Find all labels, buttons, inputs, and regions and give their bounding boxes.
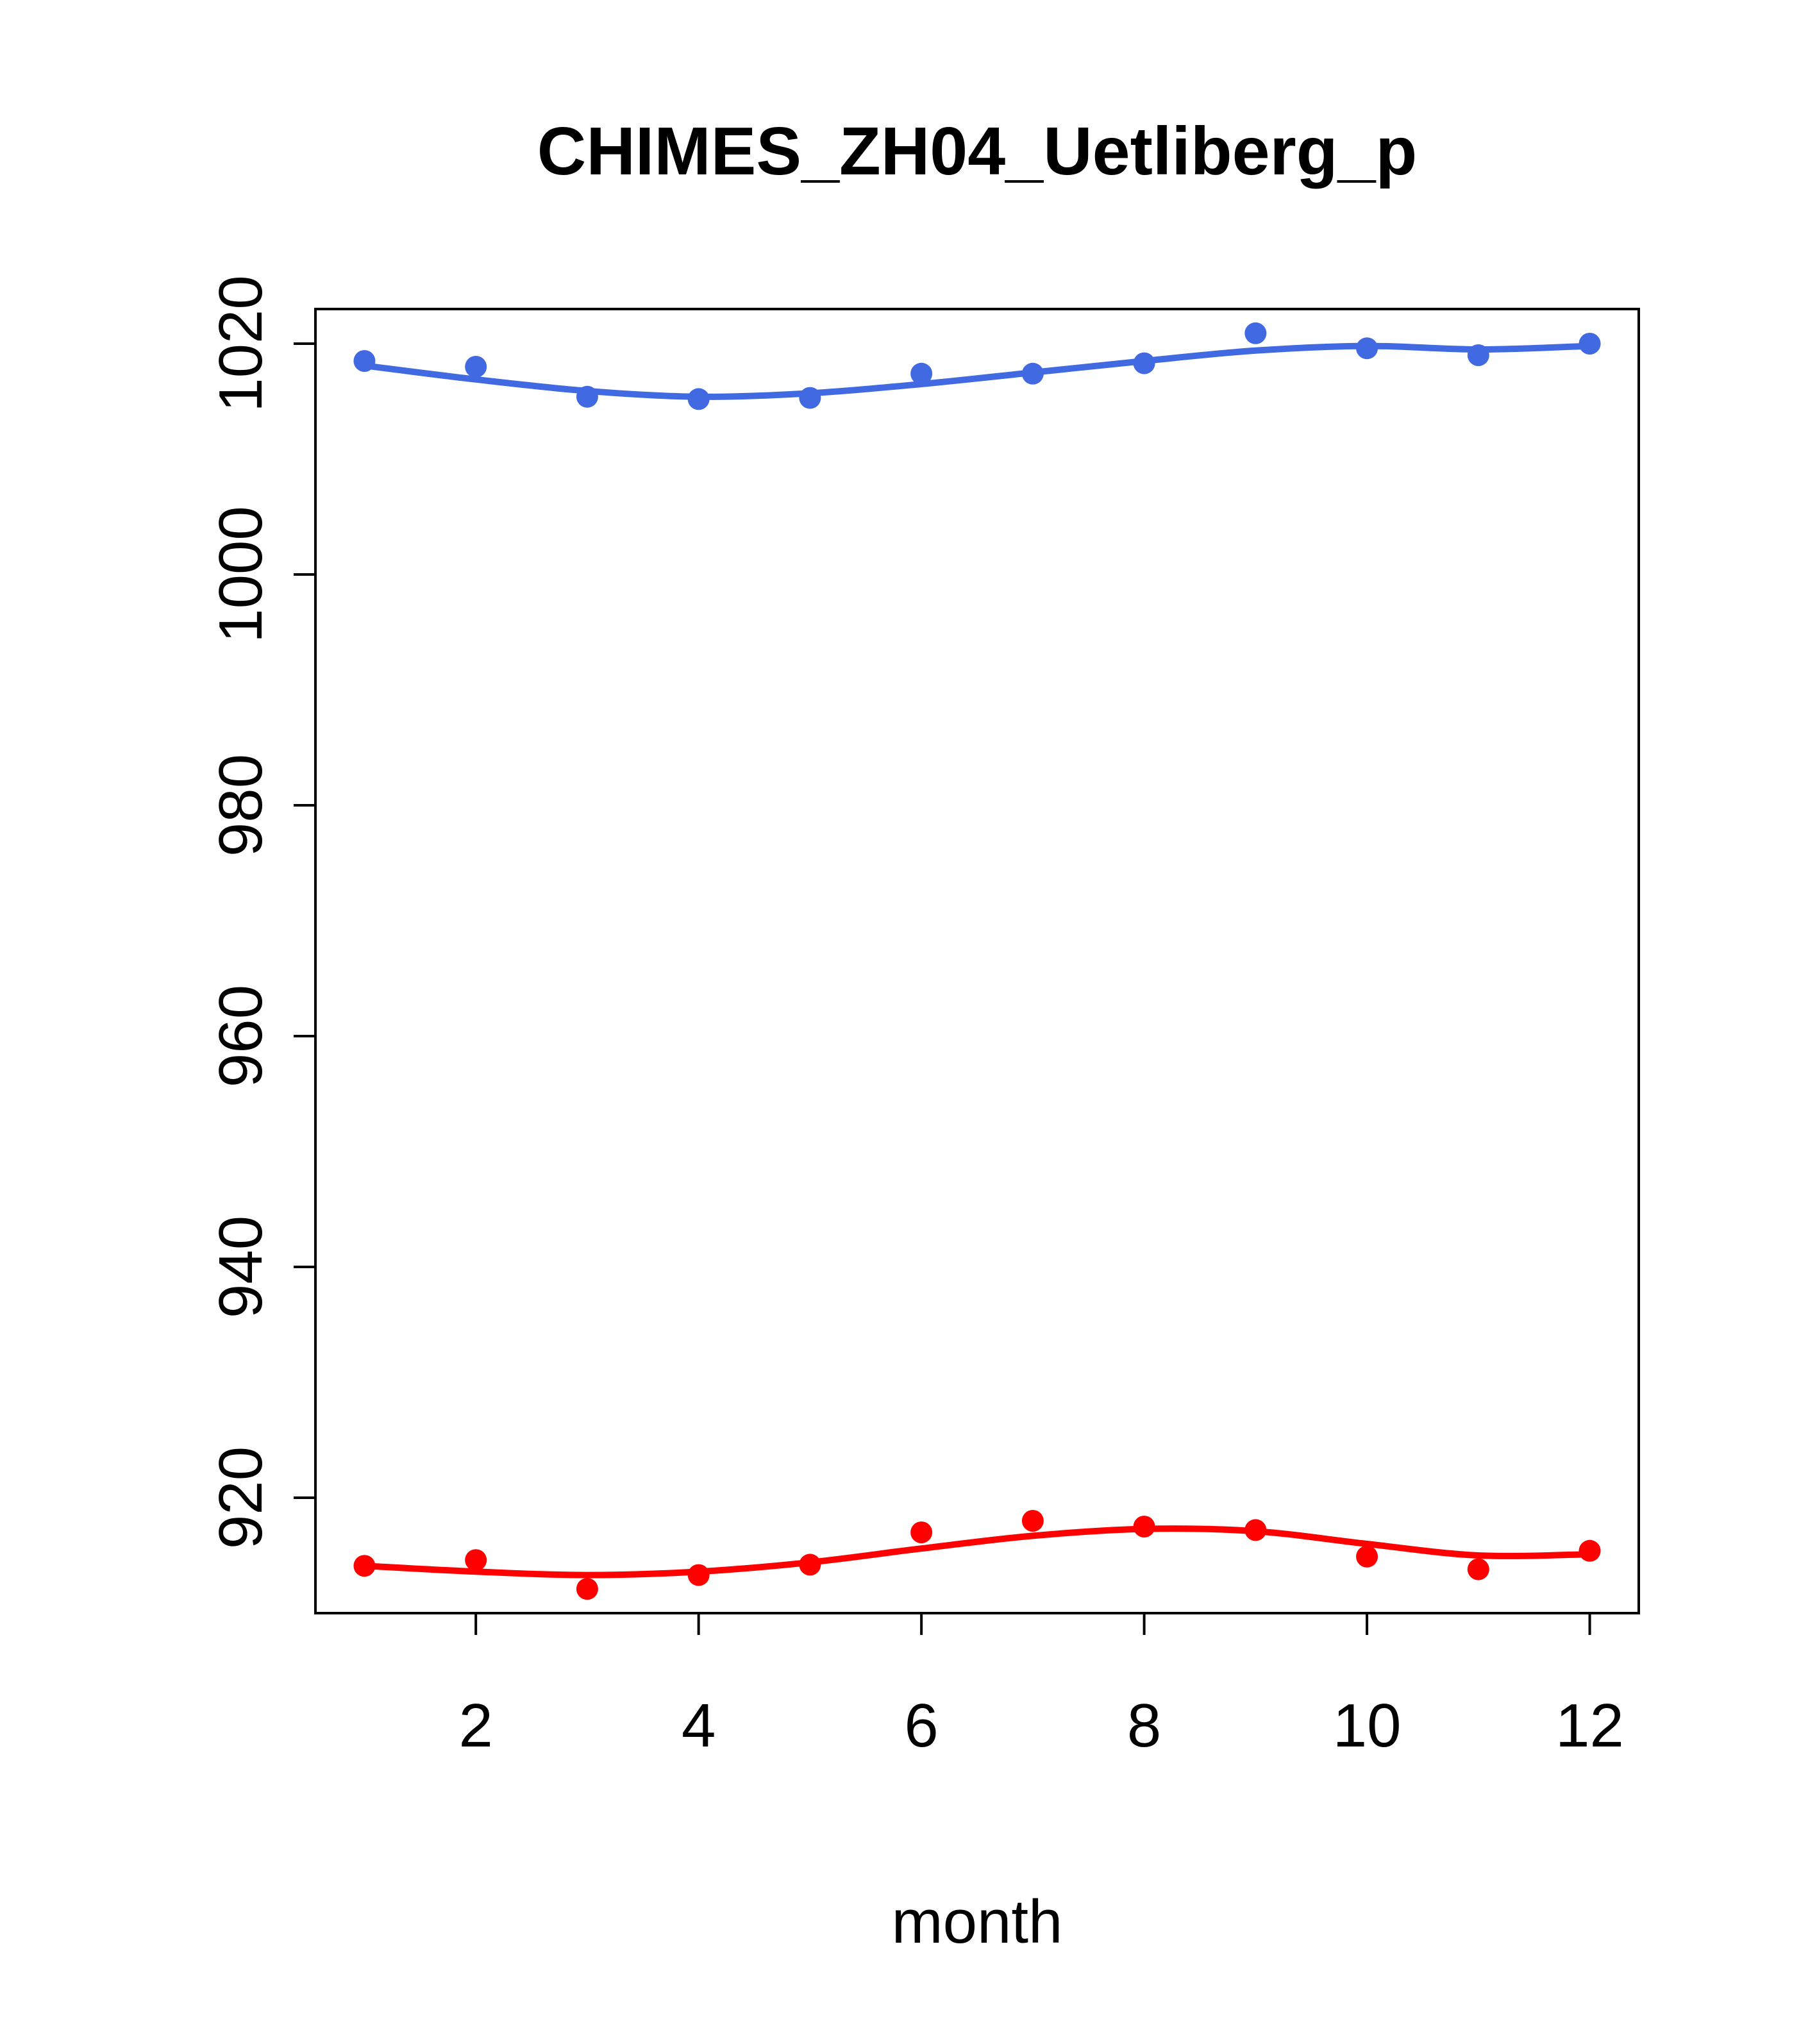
upper-pressure-series-data-point: [353, 350, 376, 372]
y-tick-label: 960: [206, 985, 275, 1087]
lower-pressure-series-data-point: [687, 1564, 710, 1586]
lower-pressure-series-data-point: [1021, 1510, 1044, 1532]
upper-pressure-series-data-point: [799, 387, 821, 409]
x-axis-label: month: [892, 1888, 1063, 1956]
upper-pressure-series-data-point: [1021, 362, 1044, 385]
y-tick-label: 920: [206, 1446, 275, 1549]
upper-pressure-series-trend-line: [361, 342, 1593, 400]
chart-title: CHIMES_ZH04_Uetliberg_p: [537, 113, 1417, 189]
x-tick-label: 4: [682, 1691, 716, 1760]
lower-pressure-series-data-point: [1244, 1519, 1267, 1541]
lower-pressure-series-data-point: [1578, 1539, 1601, 1562]
x-tick-label: 12: [1555, 1691, 1624, 1760]
upper-pressure-series-data-point: [1578, 333, 1601, 355]
y-tick-label: 980: [206, 754, 275, 857]
lower-pressure-series-data-point: [1356, 1545, 1378, 1568]
x-tick-label: 10: [1333, 1691, 1402, 1760]
lower-pressure-series-data-point: [353, 1555, 376, 1577]
lower-pressure-series-trend-line: [361, 1525, 1593, 1579]
upper-pressure-series-data-point: [687, 388, 710, 410]
upper-pressure-series-data-point: [1133, 352, 1155, 374]
plot-area: 2 4 6 8 10 12 920 940 960 980 1000 1020: [206, 275, 1640, 1760]
x-tick-label: 8: [1127, 1691, 1161, 1760]
y-tick-label: 940: [206, 1216, 275, 1318]
lower-pressure-series-data-point: [799, 1554, 821, 1576]
upper-pressure-series-data-point: [1244, 322, 1267, 344]
lower-pressure-series-data-point: [910, 1521, 933, 1543]
plot-box: [314, 308, 1640, 1614]
lower-pressure-series-data-point: [1467, 1558, 1489, 1580]
x-tick-label: 2: [458, 1691, 492, 1760]
lower-pressure-series-data-point: [465, 1549, 487, 1571]
upper-pressure-series-data-point: [1467, 344, 1489, 366]
y-tick-label: 1020: [206, 275, 275, 412]
upper-pressure-series-data-point: [465, 356, 487, 378]
upper-pressure-series-data-point: [1356, 337, 1378, 360]
upper-pressure-series-data-point: [910, 362, 933, 385]
lower-pressure-series-data-point: [1133, 1516, 1155, 1537]
x-tick-label: 6: [904, 1691, 938, 1760]
upper-pressure-series-data-point: [576, 385, 598, 408]
y-tick-label: 1000: [206, 506, 275, 643]
lower-pressure-series-data-point: [576, 1578, 598, 1600]
